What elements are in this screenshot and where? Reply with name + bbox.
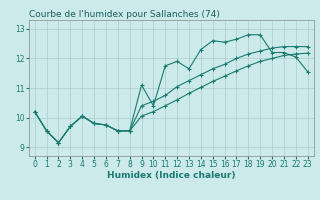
X-axis label: Humidex (Indice chaleur): Humidex (Indice chaleur) bbox=[107, 171, 236, 180]
Text: Courbe de l'humidex pour Sallanches (74): Courbe de l'humidex pour Sallanches (74) bbox=[29, 10, 220, 19]
